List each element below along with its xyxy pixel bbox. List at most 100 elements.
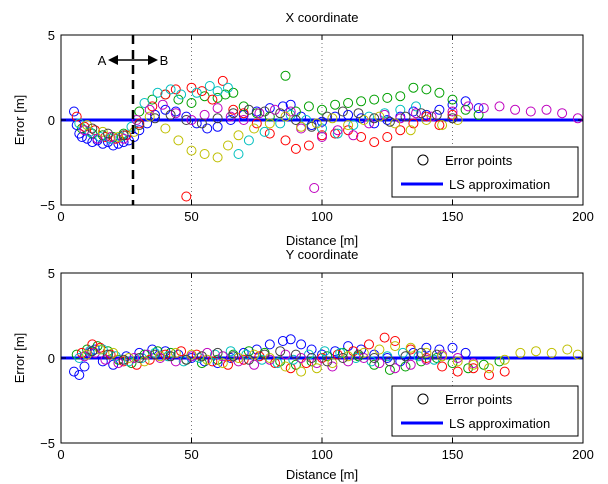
error-point <box>249 123 260 134</box>
error-point <box>343 98 354 108</box>
divider-annotation: A B <box>98 35 169 205</box>
error-point <box>118 130 129 141</box>
error-point <box>254 108 265 119</box>
error-point <box>113 354 124 365</box>
error-point <box>275 108 286 119</box>
error-point <box>147 344 158 355</box>
error-point <box>369 349 380 360</box>
error-point <box>353 349 364 360</box>
legend: Error points LS approximation <box>391 385 579 437</box>
error-points <box>69 70 583 202</box>
error-point <box>264 118 275 129</box>
x-tick-label: 100 <box>311 447 333 462</box>
error-point <box>434 120 445 131</box>
error-points <box>69 332 583 380</box>
error-point <box>191 87 202 98</box>
error-point <box>447 106 458 117</box>
chart-y-coordinate: Y coordinate 0 50 100 150 200−505 Distance [… <box>12 247 594 482</box>
error-point <box>343 125 354 136</box>
error-point <box>165 351 176 362</box>
error-point <box>463 101 474 112</box>
error-point <box>374 344 385 355</box>
error-point <box>202 347 213 358</box>
error-point <box>337 353 348 363</box>
region-label-b: B <box>160 53 169 68</box>
error-point <box>243 354 254 365</box>
error-point <box>510 104 521 115</box>
error-point <box>79 121 90 132</box>
error-point <box>364 339 374 350</box>
error-point <box>332 349 343 360</box>
error-point <box>332 125 343 136</box>
error-point <box>280 135 291 146</box>
error-point <box>139 356 150 367</box>
error-point <box>408 106 419 117</box>
error-point <box>160 104 171 115</box>
error-point <box>379 332 390 343</box>
error-point <box>173 94 184 105</box>
error-point <box>322 111 333 122</box>
error-point <box>557 108 568 119</box>
error-point <box>546 347 557 358</box>
x-tick-label: 0 <box>57 209 64 224</box>
error-point <box>369 359 380 370</box>
error-point <box>473 109 484 120</box>
error-point <box>499 366 510 377</box>
error-point <box>416 108 427 119</box>
error-point <box>572 349 583 360</box>
axis-ticks: 0 50 100 150 200−505 <box>40 28 594 224</box>
error-point <box>408 82 419 93</box>
y-tick-label: 0 <box>48 351 55 366</box>
error-point <box>108 347 119 358</box>
error-point <box>212 86 223 97</box>
error-point <box>170 347 181 358</box>
error-point <box>356 132 367 142</box>
error-point <box>478 103 489 114</box>
error-point <box>243 104 254 115</box>
x-axis-label: Distance [m] <box>286 467 358 482</box>
error-point <box>249 359 260 370</box>
error-point <box>100 132 111 142</box>
error-point <box>139 349 150 360</box>
error-point <box>204 81 215 91</box>
error-point <box>264 128 275 139</box>
error-point <box>223 82 233 93</box>
error-point <box>452 366 463 377</box>
error-point <box>343 341 354 352</box>
error-point <box>280 70 291 81</box>
error-point <box>431 109 442 120</box>
error-point <box>317 116 327 127</box>
error-point <box>290 359 301 370</box>
error-point <box>306 356 317 367</box>
error-point <box>337 347 348 358</box>
error-point <box>384 356 395 367</box>
error-point <box>356 96 367 107</box>
error-point <box>105 349 116 360</box>
error-point <box>129 353 140 363</box>
error-point <box>228 108 239 119</box>
error-point <box>280 361 291 372</box>
error-point <box>212 347 223 358</box>
error-point <box>223 140 233 151</box>
error-point <box>572 113 583 124</box>
error-point <box>348 120 359 131</box>
error-point <box>238 354 249 365</box>
error-point <box>186 82 197 93</box>
error-point <box>382 132 393 142</box>
error-point <box>116 132 126 142</box>
x-tick-label: 150 <box>442 209 464 224</box>
error-point <box>343 120 354 131</box>
error-point <box>254 351 265 362</box>
error-point <box>280 111 291 122</box>
y-tick-label: 5 <box>48 28 55 43</box>
error-point <box>317 104 327 115</box>
error-point <box>303 101 314 112</box>
y-tick-label: −5 <box>40 198 55 213</box>
error-point <box>233 149 244 159</box>
error-point <box>84 346 95 357</box>
error-point <box>421 354 432 365</box>
error-point <box>369 94 380 105</box>
error-point <box>225 346 236 357</box>
error-point <box>447 342 458 353</box>
